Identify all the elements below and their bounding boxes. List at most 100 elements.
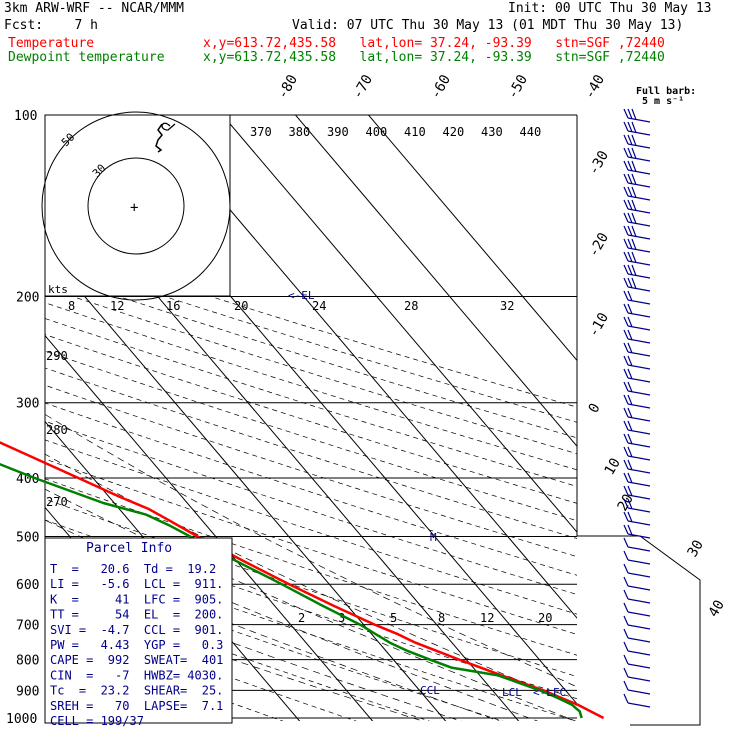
parcel-info-row: CAPE = 992 SWEAT= 401: [50, 653, 223, 667]
isotherm-line: [367, 115, 577, 362]
wind-barb: [623, 134, 651, 149]
wind-barb: [623, 173, 651, 188]
init-time: Init: 00 UTC Thu 30 May 13: [508, 1, 712, 16]
parcel-info-row: TT = 54 EL = 200.: [50, 608, 223, 622]
hodograph-trace: [155, 123, 163, 153]
theta-label: 290: [46, 349, 68, 363]
wind-barb: [623, 680, 651, 695]
wind-barb: [623, 212, 651, 227]
isotherm-line: [294, 115, 577, 448]
wind-barb: [623, 498, 651, 513]
wind-barb: [623, 563, 651, 578]
wind-barb: [623, 459, 651, 474]
mixing-ratio-label: 16: [166, 299, 180, 313]
mixing-ratio-label: 32: [500, 299, 514, 313]
wind-barb: [623, 316, 651, 331]
dewpoint-profile: [0, 462, 583, 719]
mixing-ratio-label: 12: [110, 299, 124, 313]
dry-adiabat: [45, 439, 577, 615]
dry-adiabat: [45, 402, 577, 576]
hodograph-ring-30: [87, 157, 185, 255]
dry-adiabat: [45, 334, 577, 504]
wind-barb: [623, 264, 651, 279]
wind-barb: [623, 472, 651, 487]
theta-e-label: 420: [443, 125, 465, 139]
wind-barb: [623, 589, 651, 604]
hodograph-trace-top: [161, 122, 176, 131]
wind-barb: [623, 368, 651, 383]
wind-barb: [623, 121, 651, 136]
pressure-label-200: 200: [16, 291, 39, 306]
dry-adiabat: [45, 302, 577, 471]
wind-barb: [623, 355, 651, 370]
mixing-ratio-label: 28: [404, 299, 418, 313]
lfc-marker: <-LFC: [533, 686, 566, 699]
isotherm-label: -50: [505, 72, 532, 102]
theta-e-label: 390: [327, 125, 349, 139]
wind-barb: [623, 160, 651, 175]
wind-barbs: [623, 108, 651, 708]
ccl-marker: CCL: [420, 684, 440, 697]
moist-adiabat: [45, 593, 424, 721]
wind-barb: [623, 628, 651, 643]
theta-e-label: 380: [289, 125, 311, 139]
wind-barb: [623, 407, 651, 422]
lower-mixing-ratio-label: 2: [298, 611, 305, 625]
parcel-info-row: K = 41 LFC = 905.: [50, 592, 223, 606]
theta-e-label: 370: [250, 125, 272, 139]
wind-barb: [623, 277, 651, 292]
lcl-marker: LCL: [502, 686, 522, 699]
wind-barb: [623, 381, 651, 396]
isotherm-label: 40: [706, 597, 728, 620]
wind-barb: [623, 550, 651, 565]
wind-barb: [623, 693, 651, 708]
lower-mixing-ratio-label: 12: [480, 611, 494, 625]
moist-adiabat: [45, 547, 500, 721]
lower-mixing-ratio-label: 5: [390, 611, 397, 625]
theta-label: 280: [46, 423, 68, 437]
isotherm-label: 10: [602, 455, 624, 478]
lower-mixing-ratio-label: 20: [538, 611, 552, 625]
pressure-label-300: 300: [16, 397, 39, 412]
pressure-label-900: 900: [16, 684, 39, 699]
el-marker: <-EL: [288, 289, 315, 302]
dry-adiabat: [45, 242, 577, 408]
wind-barb: [623, 446, 651, 461]
wind-barb: [623, 186, 651, 201]
temperature-station-info: x,y=613.72,435.58 lat,lon= 37.24, -93.39…: [203, 36, 665, 51]
wind-barb: [623, 524, 651, 539]
barb-legend-line1: Full barb:: [636, 86, 696, 97]
valid-time: Valid: 07 UTC Thu 30 May 13 (01 MDT Thu …: [292, 18, 684, 33]
dry-adiabat: [45, 350, 577, 522]
wind-barb: [623, 251, 651, 266]
forecast-hour: Fcst: 7 h: [4, 18, 98, 33]
parcel-info-row: CIN = -7 HWBZ= 4030.: [50, 668, 223, 682]
wind-barb: [623, 576, 651, 591]
plot-frame: [576, 115, 701, 726]
theta-label: 270: [46, 495, 68, 509]
wind-barb: [623, 667, 651, 682]
mixing-ratio-label: 8: [68, 299, 75, 313]
wind-barb: [623, 602, 651, 617]
hodograph-units: kts: [48, 283, 68, 296]
theta-e-label: 410: [404, 125, 426, 139]
parcel-info-row: LI = -5.6 LCL = 911.: [50, 577, 223, 591]
wind-barb: [623, 225, 651, 240]
wind-barb: [623, 641, 651, 656]
theta-e-label: 440: [520, 125, 542, 139]
isotherm-label: -40: [582, 72, 609, 102]
pressure-label-100: 100: [14, 109, 37, 124]
wind-barb: [623, 433, 651, 448]
wind-barb: [623, 394, 651, 409]
pressure-label-1000: 1000: [6, 712, 37, 727]
pressure-label-600: 600: [16, 578, 39, 593]
wind-barb: [623, 238, 651, 253]
hodograph-center: +: [130, 200, 138, 216]
pressure-label-700: 700: [16, 619, 39, 634]
wind-barb: [623, 342, 651, 357]
wind-barb: [623, 199, 651, 214]
moist-adiabat: [45, 488, 577, 721]
dry-adiabat: [45, 586, 431, 721]
pressure-label-400: 400: [16, 472, 39, 487]
